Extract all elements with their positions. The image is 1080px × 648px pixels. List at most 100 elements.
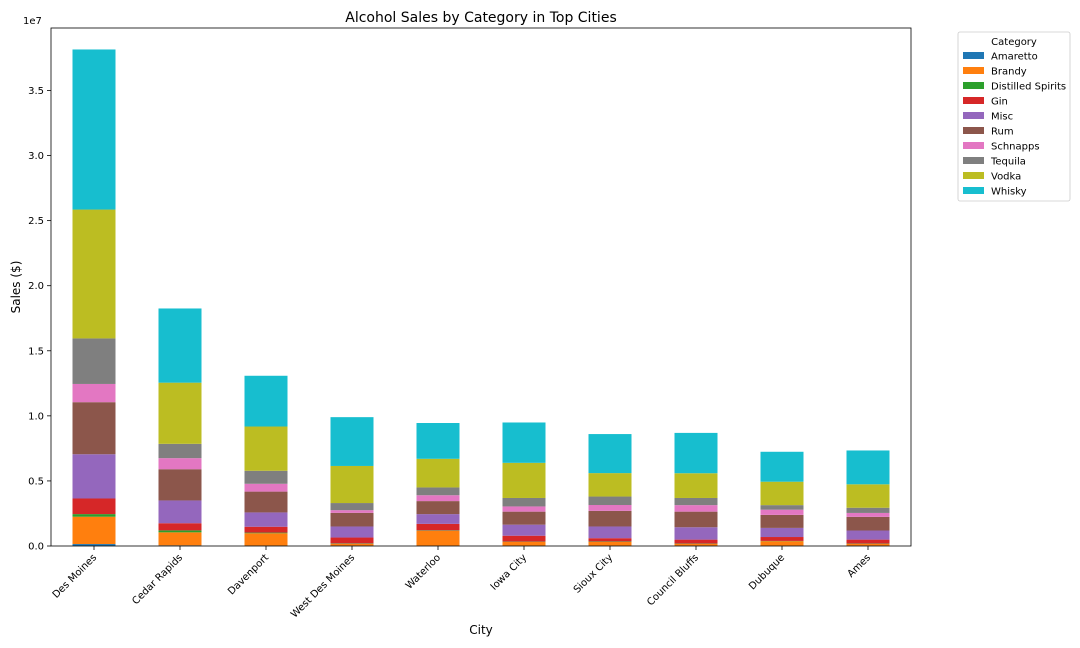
bar-segment-brandy — [330, 543, 374, 546]
legend-frame — [957, 31, 1071, 202]
bar-segment-brandy — [158, 532, 202, 546]
y-tick-label: 0.5 — [28, 476, 44, 487]
y-axis-label: Sales ($) — [9, 261, 23, 314]
legend-swatch — [963, 112, 984, 119]
bar-segment-whisky — [416, 423, 460, 459]
bar-segment-schnapps — [158, 458, 202, 470]
bar-segment-whisky — [760, 451, 804, 482]
y-tick-label: 3.0 — [28, 151, 44, 162]
bar-segment-distilled-spirits — [72, 514, 116, 517]
legend-swatch — [963, 67, 984, 74]
bar-segment-rum — [846, 516, 890, 531]
bar-segment-misc — [330, 526, 374, 538]
bar-segment-tequila — [72, 338, 116, 384]
bar-segment-whisky — [158, 308, 202, 383]
bar-segment-brandy — [416, 530, 460, 546]
bar-segment-tequila — [760, 505, 804, 510]
bar-segment-vodka — [330, 465, 374, 504]
bar-segment-tequila — [674, 497, 718, 506]
bar-segment-misc — [502, 524, 546, 536]
x-tick-label: Ames — [846, 552, 874, 580]
y-tick-label: 3.5 — [28, 86, 44, 97]
bar-segment-vodka — [502, 462, 546, 498]
y-tick-label: 2.5 — [28, 216, 44, 227]
bar-segment-misc — [674, 527, 718, 540]
bar-segment-tequila — [502, 497, 546, 507]
bar-segment-misc — [846, 530, 890, 540]
bar-segment-distilled-spirits — [244, 532, 288, 534]
legend-label: Vodka — [991, 172, 1021, 183]
bar-segment-vodka — [244, 426, 288, 471]
bar-segment-misc — [416, 514, 460, 524]
bar-segment-schnapps — [416, 495, 460, 502]
bar-segment-brandy — [72, 516, 116, 545]
chart-title: Alcohol Sales by Category in Top Cities — [345, 10, 616, 26]
legend-swatch — [963, 142, 984, 149]
legend-swatch — [963, 127, 984, 134]
bar-segment-brandy — [588, 541, 632, 546]
x-tick-label: Cedar Rapids — [130, 552, 185, 607]
x-tick-label: West Des Moines — [289, 552, 357, 620]
bar-segment-misc — [244, 512, 288, 527]
bar-segment-vodka — [846, 484, 890, 508]
x-tick-label: Council Bluffs — [645, 552, 701, 608]
bar-segment-whisky — [330, 417, 374, 466]
bar-segment-whisky — [588, 434, 632, 474]
bar-segment-tequila — [416, 487, 460, 496]
bar-segment-whisky — [846, 450, 890, 485]
y-tick-label: 1.5 — [28, 346, 44, 357]
bar-segment-vodka — [158, 382, 202, 444]
y-axis: 0.0 0.5 1.0 1.5 2.0 2.5 3.0 3.5 — [28, 86, 51, 553]
legend-label: Gin — [991, 97, 1008, 108]
x-tick-label: Sioux City — [572, 552, 615, 595]
bar-segment-tequila — [158, 443, 202, 459]
bar-segment-schnapps — [244, 483, 288, 492]
bar-segment-schnapps — [72, 383, 116, 403]
bar-segment-brandy — [244, 533, 288, 546]
bar-segment-gin — [760, 537, 804, 541]
x-tick-label: Iowa City — [489, 552, 529, 592]
legend-label: Distilled Spirits — [991, 82, 1066, 93]
y-offset-label: 1e7 — [23, 16, 42, 27]
bar-segment-schnapps — [760, 509, 804, 515]
bar-segment-rum — [72, 402, 116, 455]
legend-label: Tequila — [990, 157, 1026, 168]
bar-segment-schnapps — [588, 505, 632, 511]
bar-segment-tequila — [330, 503, 374, 511]
bar-segment-rum — [416, 501, 460, 515]
plot-frame — [50, 27, 912, 547]
bar-segment-whisky — [72, 49, 116, 210]
bar-segment-schnapps — [502, 506, 546, 512]
bar-segment-misc — [760, 527, 804, 538]
bar-segment-misc — [158, 500, 202, 524]
x-tick-label: Davenport — [226, 552, 271, 597]
x-axis-label: City — [469, 623, 493, 637]
bar-segment-brandy — [846, 543, 890, 546]
bar-segment-schnapps — [674, 505, 718, 512]
bar-segment-whisky — [244, 375, 288, 427]
legend-label: Rum — [991, 127, 1014, 138]
legend-label: Amaretto — [991, 52, 1038, 63]
bar-segment-misc — [72, 454, 116, 499]
bar-segment-vodka — [588, 473, 632, 497]
bar-segment-schnapps — [846, 512, 890, 517]
legend-label: Misc — [991, 112, 1013, 123]
bar-segment-rum — [674, 511, 718, 528]
legend-swatch — [963, 187, 984, 194]
legend-swatch — [963, 97, 984, 104]
legend-swatch — [963, 172, 984, 179]
bar-segment-vodka — [416, 458, 460, 488]
bar-segment-whisky — [502, 422, 546, 463]
legend-label: Whisky — [991, 187, 1027, 198]
x-tick-label: Dubuque — [747, 552, 787, 592]
bar-segment-vodka — [674, 473, 718, 498]
bar-segment-gin — [674, 539, 718, 544]
legend-label: Schnapps — [991, 142, 1040, 153]
bar-segment-gin — [72, 498, 116, 515]
y-tick-label: 2.0 — [28, 281, 44, 292]
legend-label: Brandy — [991, 67, 1027, 78]
bar-segment-rum — [158, 469, 202, 501]
x-tick-label: Waterloo — [404, 552, 443, 591]
